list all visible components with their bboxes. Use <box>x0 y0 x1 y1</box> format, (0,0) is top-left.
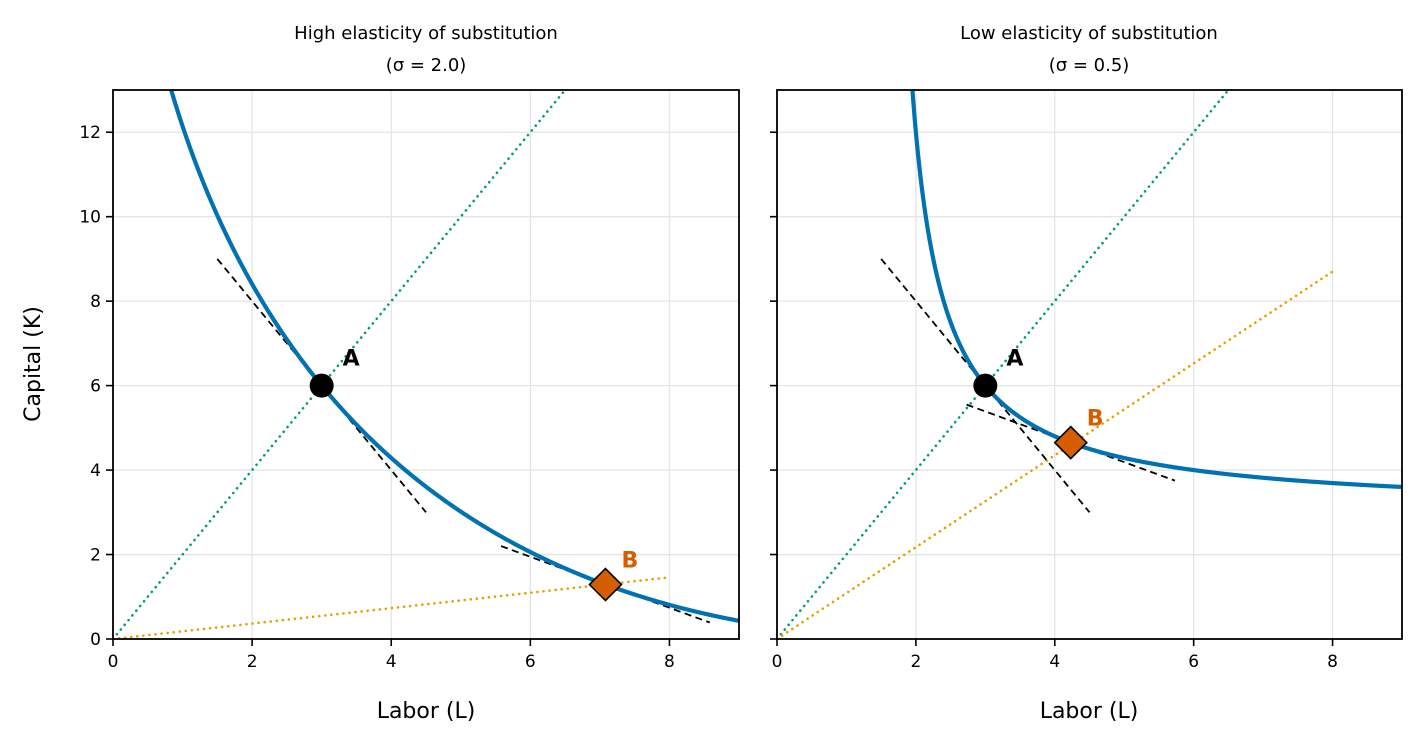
axes-frame <box>112 89 740 640</box>
y-axis-label: Capital (K) <box>21 306 46 422</box>
y-tick-label: 6 <box>90 377 101 397</box>
point-b-label: B <box>1087 407 1104 432</box>
point-b-marker <box>588 567 623 602</box>
x-tick-label: 6 <box>525 652 536 672</box>
y-tick-label: 10 <box>79 208 101 228</box>
panel-title-line2: (σ = 2.0) <box>386 55 467 76</box>
y-tick-label: 0 <box>90 630 101 650</box>
ray-through-a <box>777 90 1230 639</box>
x-tick-label: 4 <box>386 652 397 672</box>
x-tick-label: 6 <box>1188 652 1199 672</box>
ray-through-b <box>113 576 671 639</box>
panel-low-elasticity: Low elasticity of substitution (σ = 0.5)… <box>770 23 1403 724</box>
x-tick-label: 0 <box>772 652 783 672</box>
panel-high-elasticity: High elasticity of substitution (σ = 2.0… <box>79 23 740 724</box>
panel-title-line2: (σ = 0.5) <box>1049 55 1130 76</box>
point-b-marker <box>1053 425 1088 460</box>
ray-through-b <box>777 270 1334 639</box>
x-tick-label: 2 <box>247 652 258 672</box>
x-tick-label: 8 <box>664 652 675 672</box>
point-a-label: A <box>343 347 360 372</box>
panel-title-line1: High elasticity of substitution <box>294 23 558 44</box>
y-tick-label: 4 <box>90 461 101 481</box>
point-a-marker <box>973 373 998 398</box>
panel-title-line1: Low elasticity of substitution <box>960 23 1218 44</box>
x-tick-label: 0 <box>108 652 119 672</box>
y-tick-label: 2 <box>90 546 101 566</box>
point-a-label: A <box>1006 347 1023 372</box>
isoquant-curve <box>168 90 739 623</box>
x-tick-label: 8 <box>1327 652 1338 672</box>
x-tick-label: 4 <box>1049 652 1060 672</box>
axes-frame <box>776 89 1403 640</box>
tangent-line-b <box>500 545 711 624</box>
ray-through-a <box>113 90 567 639</box>
point-a-marker <box>309 373 334 398</box>
tangent-line-b <box>966 403 1176 482</box>
y-tick-label: 12 <box>79 123 101 143</box>
isoquant-curve <box>910 90 1402 490</box>
point-b-label: B <box>621 549 638 574</box>
x-axis-label: Labor (L) <box>1040 699 1139 724</box>
x-tick-label: 2 <box>910 652 921 672</box>
y-tick-label: 8 <box>90 292 101 312</box>
x-axis-label: Labor (L) <box>377 699 476 724</box>
